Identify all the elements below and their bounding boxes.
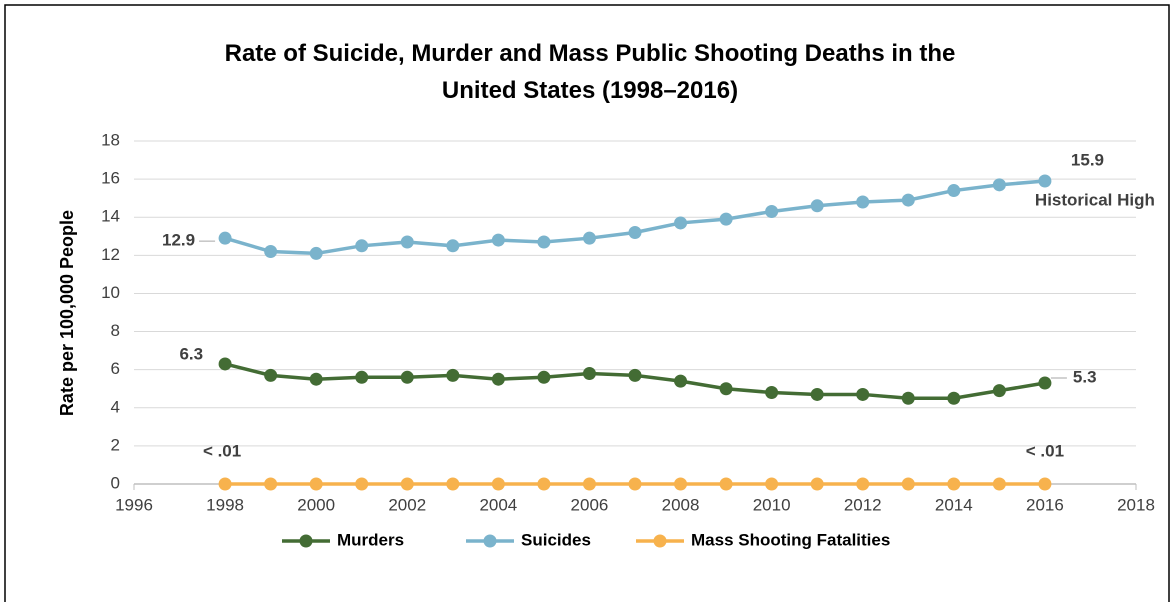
data-point bbox=[947, 477, 961, 491]
x-tick-label: 2008 bbox=[662, 495, 700, 514]
legend-marker bbox=[299, 534, 313, 548]
data-point bbox=[719, 477, 733, 491]
x-tick-label: 2004 bbox=[479, 495, 517, 514]
y-tick-label: 4 bbox=[111, 397, 120, 416]
legend-label: Mass Shooting Fatalities bbox=[691, 530, 890, 549]
y-tick-label: 8 bbox=[111, 321, 120, 340]
data-point bbox=[856, 477, 870, 491]
y-tick-label: 10 bbox=[101, 283, 120, 302]
data-point bbox=[947, 391, 961, 405]
annotation: < .01 bbox=[1026, 441, 1064, 460]
data-point bbox=[400, 477, 414, 491]
x-tick-label: 1998 bbox=[206, 495, 244, 514]
data-point bbox=[355, 370, 369, 384]
data-label: 12.9 bbox=[162, 231, 195, 250]
data-label: 6.3 bbox=[179, 344, 203, 363]
data-point bbox=[491, 372, 505, 386]
data-point bbox=[309, 246, 323, 260]
data-point bbox=[765, 386, 779, 400]
x-tick-label: 2014 bbox=[935, 495, 973, 514]
data-point bbox=[309, 477, 323, 491]
data-label: 15.9 bbox=[1071, 151, 1104, 170]
legend-marker bbox=[483, 534, 497, 548]
y-tick-label: 0 bbox=[111, 473, 120, 492]
x-tick-label: 1996 bbox=[115, 495, 153, 514]
data-point bbox=[674, 477, 688, 491]
data-point bbox=[491, 477, 505, 491]
data-point bbox=[992, 384, 1006, 398]
data-point bbox=[856, 387, 870, 401]
data-point bbox=[1038, 174, 1052, 188]
data-point bbox=[537, 370, 551, 384]
data-point bbox=[355, 477, 369, 491]
chart-title: Rate of Suicide, Murder and Mass Public … bbox=[225, 40, 956, 104]
y-tick-label: 6 bbox=[111, 359, 120, 378]
data-point bbox=[218, 357, 232, 371]
data-point bbox=[264, 245, 278, 259]
data-point bbox=[218, 477, 232, 491]
data-point bbox=[901, 477, 915, 491]
annotation: < .01 bbox=[203, 441, 241, 460]
x-tick-label: 2002 bbox=[388, 495, 426, 514]
data-point bbox=[628, 368, 642, 382]
data-point bbox=[582, 231, 596, 245]
data-point bbox=[674, 374, 688, 388]
y-tick-label: 12 bbox=[101, 245, 120, 264]
x-tick-label: 2012 bbox=[844, 495, 882, 514]
data-point bbox=[1038, 477, 1052, 491]
data-point bbox=[992, 477, 1006, 491]
data-point bbox=[628, 225, 642, 239]
x-tick-label: 2006 bbox=[571, 495, 609, 514]
data-point bbox=[810, 199, 824, 213]
legend-label: Suicides bbox=[521, 530, 591, 549]
data-point bbox=[264, 477, 278, 491]
y-tick-label: 2 bbox=[111, 435, 120, 454]
data-point bbox=[719, 382, 733, 396]
data-point bbox=[400, 370, 414, 384]
data-point bbox=[765, 205, 779, 219]
data-point bbox=[446, 239, 460, 253]
data-point bbox=[309, 372, 323, 386]
data-point bbox=[1038, 376, 1052, 390]
legend-label: Murders bbox=[337, 530, 404, 549]
legend-marker bbox=[653, 534, 667, 548]
x-tick-label: 2010 bbox=[753, 495, 791, 514]
data-point bbox=[810, 387, 824, 401]
y-tick-label: 16 bbox=[101, 169, 120, 188]
y-tick-label: 14 bbox=[101, 207, 120, 226]
data-point bbox=[992, 178, 1006, 192]
data-point bbox=[264, 368, 278, 382]
data-point bbox=[582, 366, 596, 380]
data-point bbox=[537, 477, 551, 491]
y-tick-label: 18 bbox=[101, 130, 120, 149]
data-point bbox=[901, 391, 915, 405]
data-point bbox=[947, 184, 961, 198]
data-label: 5.3 bbox=[1073, 367, 1097, 386]
data-point bbox=[674, 216, 688, 230]
data-point bbox=[446, 368, 460, 382]
data-point bbox=[719, 212, 733, 226]
data-point bbox=[856, 195, 870, 209]
x-tick-label: 2018 bbox=[1117, 495, 1155, 514]
data-point bbox=[765, 477, 779, 491]
data-point bbox=[491, 233, 505, 247]
data-point bbox=[582, 477, 596, 491]
x-tick-label: 2000 bbox=[297, 495, 335, 514]
chart-frame bbox=[4, 4, 1170, 602]
data-point bbox=[901, 193, 915, 207]
data-point bbox=[218, 231, 232, 245]
data-point bbox=[446, 477, 460, 491]
x-tick-label: 2016 bbox=[1026, 495, 1064, 514]
data-point bbox=[810, 477, 824, 491]
data-point bbox=[355, 239, 369, 253]
y-axis-label: Rate per 100,000 People bbox=[57, 210, 77, 416]
annotation: Historical High bbox=[1035, 191, 1155, 210]
data-point bbox=[628, 477, 642, 491]
data-point bbox=[537, 235, 551, 249]
data-point bbox=[400, 235, 414, 249]
